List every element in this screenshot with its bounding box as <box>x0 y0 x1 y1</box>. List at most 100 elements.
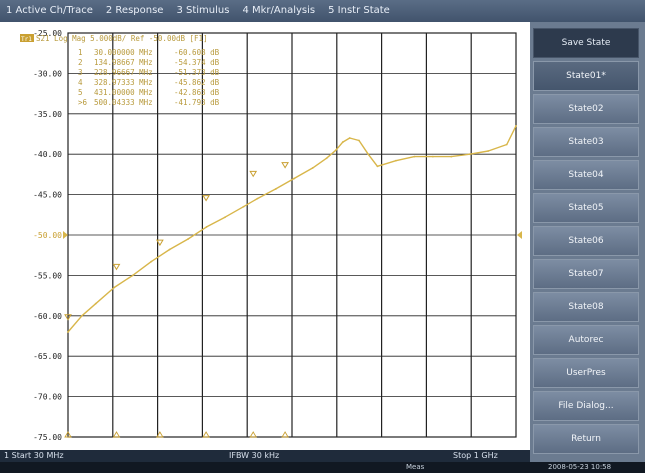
y-tick-label: -45.00 <box>33 191 62 200</box>
marker-number: 2 <box>78 58 83 67</box>
menu-item-5[interactable]: 5 Instr State <box>328 5 390 16</box>
softkey-state08[interactable]: State08 <box>533 292 639 322</box>
trace-display: -25.00 -30.00 -35.00 -40.00 -45.00 -50.00 -55.… <box>6 30 526 450</box>
marker-6-triangle[interactable] <box>281 162 289 169</box>
marker-3-axis-indicator <box>156 431 164 438</box>
marker-frequency: 500.04333 MHz <box>94 98 153 107</box>
marker-1-triangle[interactable] <box>64 314 72 321</box>
marker-value: -54.374 dB <box>174 58 220 67</box>
softkey-state03[interactable]: State03 <box>533 127 639 157</box>
trace-point <box>395 159 397 162</box>
trace-point <box>67 331 69 333</box>
marker-frequency: 134.98667 MHz <box>94 58 153 67</box>
trace-point <box>168 248 171 251</box>
trace-point <box>187 238 189 240</box>
trace-point <box>341 141 344 143</box>
trace-point <box>274 188 277 190</box>
marker-5-axis-indicator <box>249 431 257 438</box>
y-tick-label: -35.00 <box>33 110 62 119</box>
marker-value: -51.373 dB <box>174 68 220 77</box>
softkey-state01[interactable]: State01* <box>533 61 639 91</box>
marker-3-triangle[interactable] <box>156 239 164 247</box>
softkey-state04[interactable]: State04 <box>533 160 639 190</box>
marker-4-triangle[interactable] <box>202 195 210 202</box>
ref-level-arrow-left <box>63 231 68 239</box>
trace-point <box>113 286 116 289</box>
trace-point <box>487 150 490 152</box>
datetime: 2008-05-23 10:58 <box>548 463 612 471</box>
menu-item-2[interactable]: 2 Response <box>105 5 164 16</box>
softkey-file-dialog[interactable]: File Dialog... <box>533 391 639 421</box>
ref-level-arrow-right <box>517 231 522 239</box>
marker-frequency: 328.97333 MHz <box>94 78 153 87</box>
trace-point <box>293 177 296 180</box>
ifbw: IFBW 30 kHz <box>229 451 280 460</box>
softkey-state07[interactable]: State07 <box>533 259 639 289</box>
trace-point <box>505 143 508 146</box>
marker-frequency: 30.000000 MHz <box>94 48 153 57</box>
trace-point <box>367 153 370 156</box>
marker-value: -42.863 dB <box>174 88 220 97</box>
trace-point <box>358 139 360 142</box>
trace-point <box>131 274 134 277</box>
marker-5-triangle[interactable] <box>249 170 258 178</box>
menu-bar: 1 Active Ch/Trace 2 Response 3 Stimulus 4 M… <box>0 0 645 22</box>
trace-point <box>94 302 97 305</box>
trace-point <box>311 167 314 169</box>
softkey-save-state: Save State <box>533 28 639 58</box>
marker-4-axis-indicator <box>202 431 210 438</box>
trace-point <box>413 155 416 158</box>
softkey-state02[interactable]: State02 <box>533 94 639 124</box>
meas-indicator: Meas <box>406 463 425 471</box>
trace-point <box>256 197 259 200</box>
trace-point <box>468 153 471 156</box>
softkey-state05[interactable]: State05 <box>533 193 639 223</box>
softkey-return[interactable]: Return <box>533 424 639 454</box>
marker-number: 5 <box>78 88 83 97</box>
trace-point <box>431 155 434 158</box>
y-tick-label: -55.00 <box>33 271 62 280</box>
trace-point <box>150 260 153 263</box>
trace-tag-box <box>20 34 34 42</box>
trace-point <box>325 157 328 160</box>
trace-point <box>80 314 83 317</box>
trace-point <box>334 149 337 152</box>
y-tick-label: -65.00 <box>33 352 62 361</box>
softkey-userpres[interactable]: UserPres <box>533 358 639 388</box>
marker-number: 4 <box>78 78 83 87</box>
marker-2-triangle[interactable] <box>112 263 121 271</box>
trace-point <box>450 155 453 158</box>
trace-point <box>376 165 379 168</box>
instrument-status-bar: Meas 2008-05-23 10:58 <box>0 462 645 473</box>
marker-value: -41.793 dB <box>174 98 220 107</box>
marker-6-axis-indicator <box>281 431 289 438</box>
marker-frequency: 228.96667 MHz <box>94 68 153 77</box>
y-tick-label: -70.00 <box>33 393 62 402</box>
y-tick-label: -60.00 <box>33 312 62 321</box>
marker-value: -60.608 dB <box>174 48 220 57</box>
y-tick-label: -25.00 <box>33 30 62 38</box>
y-tick-label: -50.00 <box>33 231 62 240</box>
y-tick-label: -30.00 <box>33 69 62 78</box>
trace-point <box>348 137 351 139</box>
channel-status-bar: 1 Start 30 MHz IFBW 30 kHz Stop 1 GHz <box>0 450 530 462</box>
softkey-state06[interactable]: State06 <box>533 226 639 256</box>
softkey-autorec[interactable]: Autorec <box>533 325 639 355</box>
menu-item-4[interactable]: 4 Mkr/Analysis <box>242 5 316 16</box>
trace-point <box>515 125 517 127</box>
start-frequency: 1 Start 30 MHz <box>4 451 64 460</box>
trace-header: S21 Log Mag 5.000dB/ Ref -50.00dB [F1] <box>36 34 208 43</box>
marker-2-axis-indicator <box>112 431 121 438</box>
menu-item-3[interactable]: 3 Stimulus <box>176 5 230 16</box>
trace-point <box>224 216 226 219</box>
marker-1-axis-indicator <box>64 431 72 438</box>
trace-line <box>67 125 517 333</box>
menu-item-1[interactable]: 1 Active Ch/Trace <box>6 5 93 16</box>
marker-number: 1 <box>78 48 83 57</box>
y-tick-label: -75.00 <box>33 433 62 442</box>
trace-chart: -25.00 -30.00 -35.00 -40.00 -45.00 -50.00 -55.… <box>20 30 522 442</box>
trace-tag[interactable]: Tr1 <box>21 36 32 43</box>
stop-frequency: Stop 1 GHz <box>453 451 498 460</box>
marker-value: -45.862 dB <box>174 78 220 87</box>
trace-point <box>205 226 208 228</box>
